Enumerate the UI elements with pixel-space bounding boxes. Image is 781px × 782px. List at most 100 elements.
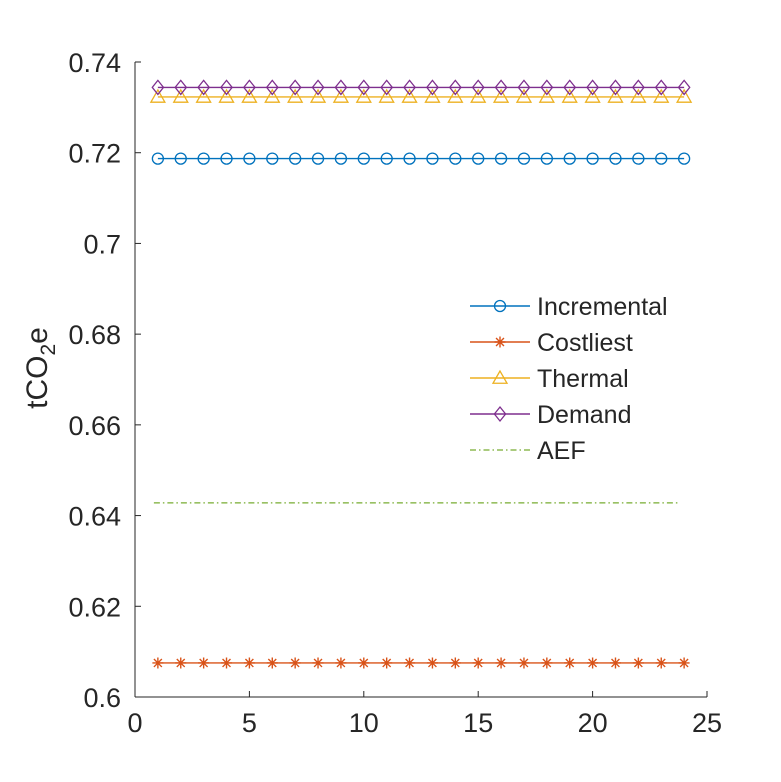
point-thermal [355,88,372,103]
point-costliest [495,657,507,669]
legend-item-costliest: Costliest [470,329,633,357]
point-demand [311,79,325,96]
x-tick-label: 25 [692,708,722,738]
x-tick-label: 5 [242,708,257,738]
y-tick-label: 0.6 [83,683,121,713]
point-demand [540,79,554,96]
point-costliest [404,657,416,669]
y-axis-label-main: tCO [21,356,54,409]
series-costliest [152,657,690,669]
point-demand [242,79,256,96]
point-costliest [152,657,164,669]
x-tick-label: 0 [127,708,142,738]
point-thermal [218,88,235,103]
y-tick-label: 0.74 [68,48,121,78]
point-demand [586,79,600,96]
point-demand [265,79,279,96]
point-demand [357,79,371,96]
series-layer [149,79,693,669]
y-tick-label: 0.68 [68,320,121,350]
point-thermal [287,88,304,103]
point-demand [174,79,188,96]
point-thermal [447,88,464,103]
legend-label-incremental: Incremental [537,293,668,321]
legend-marker-incremental [493,299,507,313]
point-thermal [401,88,418,103]
point-costliest [243,657,255,669]
point-thermal [309,88,327,103]
point-incremental [174,152,187,165]
x-tick-label: 20 [578,708,608,738]
point-incremental [655,152,668,165]
point-costliest [609,657,621,669]
point-incremental [243,152,256,165]
point-incremental [494,152,508,165]
point-thermal [515,88,533,103]
legend-label-demand: Demand [537,401,632,429]
point-costliest [472,657,484,669]
point-incremental [220,152,233,165]
point-incremental [311,152,325,165]
point-demand [654,79,668,96]
point-thermal [653,88,670,103]
point-costliest [449,657,461,669]
point-thermal [675,88,693,103]
legend: Incremental Costliest Thermal Demand AEF [470,293,668,465]
point-demand [426,79,439,96]
point-incremental [289,152,302,165]
point-incremental [540,152,553,165]
point-demand [288,79,302,96]
legend-label-thermal: Thermal [537,365,629,393]
point-demand [334,79,348,96]
point-costliest [198,657,210,669]
point-costliest [426,657,438,669]
point-thermal [630,88,647,103]
y-axis-label-tail: e [21,327,54,344]
point-costliest [564,657,576,669]
point-thermal [470,88,487,103]
legend-label-costliest: Costliest [537,329,633,357]
point-thermal [195,88,212,103]
y-tick-label: 0.62 [68,592,121,622]
point-costliest [587,657,599,669]
point-thermal [424,88,441,103]
point-incremental [380,152,393,165]
point-thermal [241,88,258,103]
y-tick-label: 0.64 [68,502,121,532]
point-demand [151,79,165,96]
point-costliest [289,657,301,669]
point-incremental [449,152,462,165]
x-tick-label: 10 [349,708,379,738]
point-thermal [378,88,395,103]
point-costliest [175,657,187,669]
point-incremental [426,152,439,165]
point-demand [448,79,462,96]
point-demand [220,79,233,96]
series-thermal [149,88,693,103]
legend-item-aef: AEF [470,437,586,465]
legend-marker-costliest [494,336,506,348]
point-incremental [472,152,485,165]
y-axis-label: tCO2e [21,327,60,409]
point-incremental [266,152,279,165]
point-costliest [632,657,644,669]
point-incremental [403,152,416,165]
point-costliest [381,657,393,669]
point-demand [403,79,416,96]
point-incremental [334,152,348,165]
point-thermal [584,88,601,103]
point-incremental [151,152,165,165]
legend-item-demand: Demand [470,401,632,429]
legend-marker-demand [493,405,507,423]
point-thermal [607,88,624,103]
point-demand [517,79,531,96]
y-tick-label: 0.66 [68,411,121,441]
point-incremental [517,152,531,165]
point-costliest [541,657,553,669]
point-costliest [678,657,690,669]
point-costliest [518,657,530,669]
point-thermal [332,88,350,103]
point-thermal [561,88,578,103]
point-demand [563,79,577,96]
